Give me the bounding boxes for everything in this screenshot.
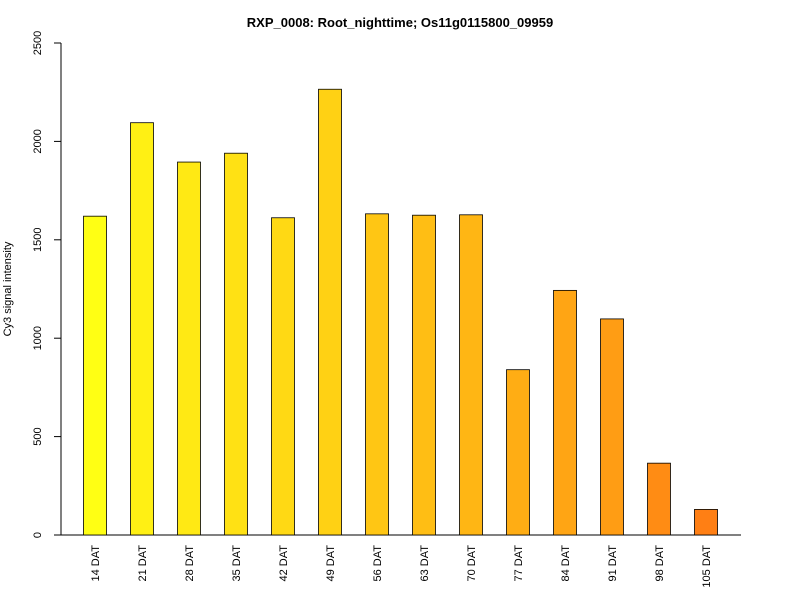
bar-21-dat bbox=[130, 122, 154, 536]
x-tick-label: 70 DAT bbox=[466, 545, 478, 582]
x-tick-label: 105 DAT bbox=[701, 545, 713, 588]
bar-91-dat bbox=[600, 318, 624, 536]
y-axis-label: Cy3 signal intensity bbox=[2, 241, 14, 336]
x-tick-label: 56 DAT bbox=[372, 545, 384, 582]
x-tick-label: 21 DAT bbox=[137, 545, 149, 582]
bars bbox=[83, 88, 718, 536]
bar-105-dat bbox=[694, 509, 718, 536]
bar-35-dat bbox=[224, 152, 248, 536]
chart-title: RXP_0008: Root_nighttime; Os11g0115800_0… bbox=[247, 15, 553, 30]
bar-14-dat bbox=[83, 215, 107, 536]
bar-42-dat bbox=[271, 217, 295, 536]
x-tick-label: 91 DAT bbox=[607, 545, 619, 582]
x-tick-label: 77 DAT bbox=[513, 545, 525, 582]
bar-63-dat bbox=[412, 214, 436, 536]
y-tick-label: 500 bbox=[32, 427, 44, 445]
x-tick-labels: 14 DAT 21 DAT 28 DAT 35 DAT 42 DAT 49 DAT 56 D… bbox=[90, 545, 713, 588]
x-tick-label: 35 DAT bbox=[231, 545, 243, 582]
y-tick-label: 1000 bbox=[32, 326, 44, 350]
y-tick-label: 2500 bbox=[32, 31, 44, 55]
bar-98-dat bbox=[647, 462, 671, 536]
bar-77-dat bbox=[506, 369, 530, 536]
x-tick-label: 49 DAT bbox=[325, 545, 337, 582]
y-tick-label: 1500 bbox=[32, 228, 44, 252]
x-tick-label: 63 DAT bbox=[419, 545, 431, 582]
x-tick-label: 28 DAT bbox=[184, 545, 196, 582]
x-tick-label: 84 DAT bbox=[560, 545, 572, 582]
y-tick-label: 0 bbox=[32, 532, 44, 538]
bar-49-dat bbox=[318, 88, 342, 536]
bar-84-dat bbox=[553, 289, 577, 536]
bar-56-dat bbox=[365, 213, 389, 536]
y-tick-label: 2000 bbox=[32, 129, 44, 153]
x-tick-label: 98 DAT bbox=[654, 545, 666, 582]
x-tick-label: 14 DAT bbox=[90, 545, 102, 582]
y-axis: 0 500 1000 1500 2000 2500 bbox=[32, 31, 62, 538]
bar-28-dat bbox=[177, 161, 201, 536]
bar-70-dat bbox=[459, 214, 483, 536]
x-tick-label: 42 DAT bbox=[278, 545, 290, 582]
